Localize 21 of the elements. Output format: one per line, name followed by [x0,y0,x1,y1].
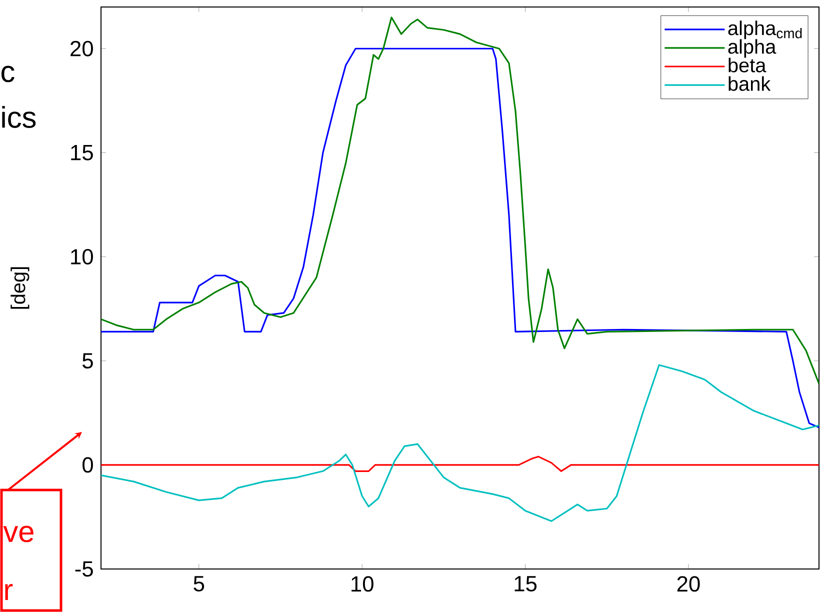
legend-label: alpha$_{cmd}$ [728,20,802,40]
text: ics [2,106,36,128]
text: c [1,66,14,82]
line-series [101,364,820,522]
y-tick-label: 10 [71,248,93,265]
legend-label: alpha [728,39,776,58]
x-tick-label: 20 [677,576,700,592]
y-tick-label: 20 [70,40,93,56]
x-tick-label: 5 [194,576,204,592]
line-series [101,456,820,472]
y-tick-label: 15 [71,145,93,160]
y-tick-label: 0 [82,457,93,473]
y-tick-label: 5 [82,353,93,368]
x-tick-label: 10 [352,576,374,592]
legend-label: bank [728,76,771,91]
text: r [5,584,13,600]
y-tick-label: -5 [75,561,93,577]
legend-label: beta [728,58,766,72]
x-tick-label: 15 [514,576,537,592]
text: ve [3,526,34,542]
y-axis-title: [deg] [10,267,30,309]
